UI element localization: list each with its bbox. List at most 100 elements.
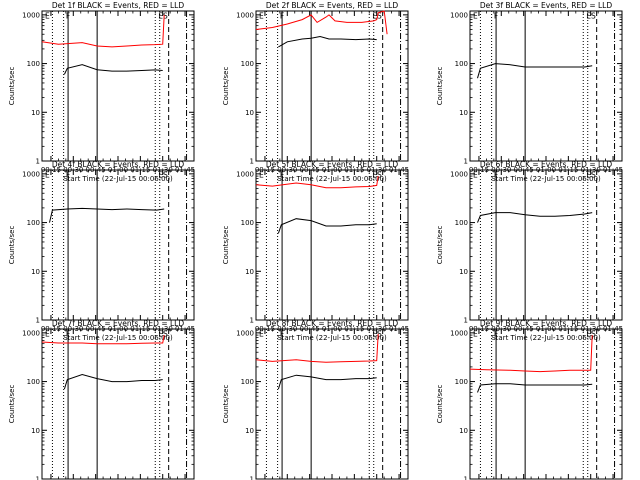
y-tick-label: 100 xyxy=(455,378,468,386)
y-tick-label: 100 xyxy=(455,219,468,227)
y-tick-label: 10 xyxy=(459,109,468,117)
series-line-events xyxy=(49,207,165,223)
marker-label-e: E xyxy=(259,171,264,180)
plot-frame xyxy=(41,169,195,321)
plot-frame xyxy=(469,10,623,162)
y-tick-label: 1000 xyxy=(22,329,40,337)
panel-title: Det 9f BLACK = Events, RED = LLD xyxy=(480,319,613,328)
marker-label-e: E xyxy=(473,12,478,21)
x-axis-label: Start Time (22-Jul-15 00:06:00) xyxy=(491,334,601,342)
marker-label-es: ES xyxy=(586,171,596,180)
y-tick-label: 100 xyxy=(241,60,254,68)
y-tick-label: 100 xyxy=(27,219,40,227)
y-axis-label: Counts/sec xyxy=(8,226,16,265)
y-tick-label: 1000 xyxy=(236,170,254,178)
marker-label-e: E xyxy=(473,171,478,180)
y-axis-label: Counts/sec xyxy=(8,67,16,106)
y-tick-label: 10 xyxy=(245,268,254,276)
marker-label-es: ES xyxy=(372,171,382,180)
plot-frame xyxy=(255,328,409,480)
y-tick-label: 1 xyxy=(36,158,40,166)
series-line-events xyxy=(477,63,593,79)
series-line-lld xyxy=(255,10,388,35)
plot-frame xyxy=(255,169,409,321)
marker-label-es: ES xyxy=(586,12,596,21)
marker-label-e: E xyxy=(259,330,264,339)
marker-label-e: E xyxy=(45,12,50,21)
series-line-events xyxy=(477,212,593,223)
y-tick-label: 100 xyxy=(27,378,40,386)
series-line-events xyxy=(277,374,377,390)
y-axis-label: Counts/sec xyxy=(436,226,444,265)
y-axis-label: Counts/sec xyxy=(222,67,230,106)
panel-title: Det 3f BLACK = Events, RED = LLD xyxy=(480,1,613,10)
y-axis-label: Counts/sec xyxy=(436,67,444,106)
x-axis-label: Start Time (22-Jul-15 00:06:00) xyxy=(277,175,387,183)
marker-label-e: E xyxy=(45,171,50,180)
y-tick-label: 100 xyxy=(241,219,254,227)
y-tick-label: 10 xyxy=(245,109,254,117)
marker-label-f: F xyxy=(280,171,284,180)
marker-label-es: ES xyxy=(158,330,168,339)
marker-label-e: E xyxy=(259,12,264,21)
y-tick-label: 1000 xyxy=(236,11,254,19)
y-axis-label: Counts/sec xyxy=(436,385,444,424)
y-tick-label: 10 xyxy=(31,427,40,435)
panel-title: Det 7f BLACK = Events, RED = LLD xyxy=(52,319,185,328)
plot-frame xyxy=(41,10,195,162)
marker-label-f: F xyxy=(66,12,70,21)
series-line-lld xyxy=(41,335,165,345)
panel-title: Det 2f BLACK = Events, RED = LLD xyxy=(266,1,399,10)
panel-title: Det 8f BLACK = Events, RED = LLD xyxy=(266,319,399,328)
plot-frame xyxy=(255,10,409,162)
marker-label-f: F xyxy=(280,12,284,21)
marker-label-es: ES xyxy=(372,330,382,339)
y-tick-label: 1 xyxy=(464,476,468,480)
y-tick-label: 100 xyxy=(455,60,468,68)
x-axis-label: Start Time (22-Jul-15 00:06:00) xyxy=(277,334,387,342)
x-axis-label: Start Time (22-Jul-15 00:06:00) xyxy=(491,175,601,183)
series-line-lld xyxy=(255,176,379,189)
y-axis-label: Counts/sec xyxy=(222,385,230,424)
series-line-events xyxy=(63,64,163,75)
marker-label-f: F xyxy=(280,330,284,339)
marker-label-f: F xyxy=(66,171,70,180)
y-tick-label: 100 xyxy=(241,378,254,386)
series-line-lld xyxy=(255,333,379,363)
y-tick-label: 1000 xyxy=(450,11,468,19)
detector-panel-2: Det 2f BLACK = Events, RED = LLD Counts/s… xyxy=(222,1,409,183)
marker-label-f: F xyxy=(66,330,70,339)
detector-panel-9: Det 9f BLACK = Events, RED = LLD Counts/s… xyxy=(436,319,623,480)
panel-title: Det 6f BLACK = Events, RED = LLD xyxy=(480,160,613,169)
marker-label-f: F xyxy=(494,12,498,21)
series-line-events xyxy=(63,373,163,390)
y-tick-label: 1 xyxy=(250,317,254,325)
y-tick-label: 1000 xyxy=(22,11,40,19)
y-tick-label: 1 xyxy=(250,158,254,166)
detector-panel-6: Det 6f BLACK = Events, RED = LLD Counts/s… xyxy=(436,160,623,342)
marker-label-f: F xyxy=(494,330,498,339)
detector-panel-4: Det 4f BLACK = Events, RED = LLD Counts/s… xyxy=(8,160,195,342)
marker-label-es: ES xyxy=(158,171,168,180)
plot-frame xyxy=(41,328,195,480)
x-axis-label: Start Time (22-Jul-15 00:06:00) xyxy=(63,334,173,342)
y-tick-label: 10 xyxy=(459,268,468,276)
plot-frame xyxy=(469,328,623,480)
series-line-lld xyxy=(41,14,165,48)
detector-panel-5: Det 5f BLACK = Events, RED = LLD Counts/s… xyxy=(222,160,409,342)
marker-label-es: ES xyxy=(158,12,168,21)
series-line-events xyxy=(477,383,593,393)
y-tick-label: 100 xyxy=(27,60,40,68)
y-tick-label: 10 xyxy=(31,109,40,117)
detector-panel-1: Det 1f BLACK = Events, RED = LLD Counts/s… xyxy=(8,1,195,183)
y-tick-label: 10 xyxy=(459,427,468,435)
marker-label-e: E xyxy=(45,330,50,339)
panel-title: Det 4f BLACK = Events, RED = LLD xyxy=(52,160,185,169)
y-axis-label: Counts/sec xyxy=(8,385,16,424)
y-tick-label: 1000 xyxy=(450,329,468,337)
plot-frame xyxy=(469,169,623,321)
y-tick-label: 10 xyxy=(245,427,254,435)
marker-label-f: F xyxy=(494,171,498,180)
y-tick-label: 1000 xyxy=(22,170,40,178)
